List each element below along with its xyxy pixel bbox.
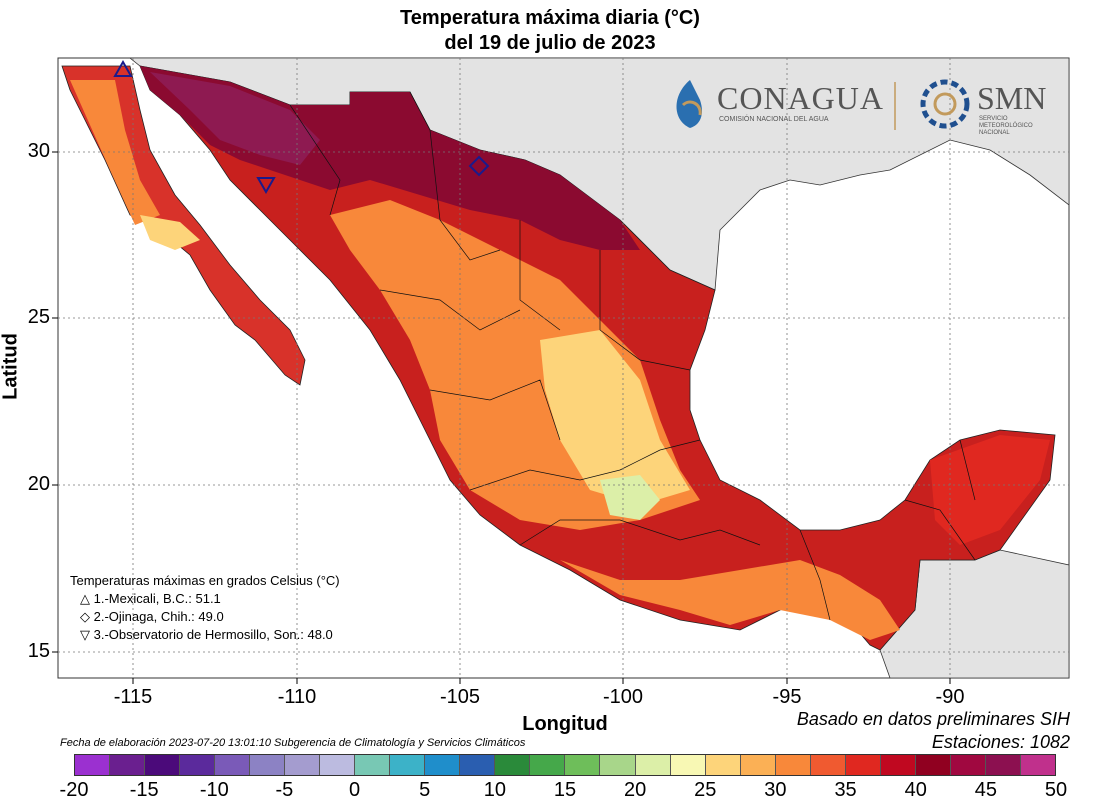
colorbar-segment [670, 755, 706, 775]
colorbar-segment [880, 755, 916, 775]
diamond-icon: ◇ [80, 609, 90, 624]
y-tick-label: 30 [27, 140, 50, 162]
colorbar-tick-label: -15 [129, 779, 159, 801]
colorbar-tick-label: -10 [199, 779, 229, 801]
legend-item: ▽ 3.-Observatorio de Hermosillo, Son.: 4… [70, 626, 340, 644]
colorbar-tick-label: 15 [553, 779, 577, 801]
colorbar-segment [740, 755, 776, 775]
marker-ojinaga-icon [468, 155, 490, 177]
creation-date-note: Fecha de elaboración 2023-07-20 13:01:10… [60, 737, 526, 749]
colorbar-tick-label: 30 [764, 779, 787, 801]
x-tick-label: -95 [772, 686, 802, 708]
smn-logo-icon [920, 79, 970, 129]
x-tick-label: -90 [935, 686, 965, 708]
colorbar-segment [285, 755, 321, 775]
map-legend: Temperaturas máximas en grados Celsius (… [70, 572, 340, 644]
colorbar-segment [845, 755, 881, 775]
axis-ticks [52, 151, 951, 684]
colorbar-segment [355, 755, 391, 775]
yucatan-hot-zone [930, 435, 1050, 545]
colorbar-tick-label: 40 [904, 779, 927, 801]
colorbar-segment [565, 755, 601, 775]
valley-mexico-green [600, 475, 660, 520]
smn-logo-text: SMN [977, 80, 1047, 116]
colorbar-tick-label: 5 [419, 779, 431, 801]
colorbar-segment [530, 755, 566, 775]
sonora-purple-zone [150, 72, 320, 165]
y-tick-label: 20 [27, 473, 50, 495]
legend-item-text: 2.-Ojinaga, Chih.: 49.0 [93, 609, 224, 624]
x-tick-label: -105 [439, 686, 481, 708]
x-tick-label: -100 [602, 686, 644, 708]
map-title: Temperatura máxima diaria (°C) [400, 7, 700, 29]
colorbar-segment [180, 755, 216, 775]
colorbar-segment [215, 755, 251, 775]
legend-item-text: 3.-Observatorio de Hermosillo, Son.: 48.… [93, 627, 333, 642]
colorbar-segment [425, 755, 461, 775]
colorbar-segment [915, 755, 951, 775]
map-date: del 19 de julio de 2023 [444, 32, 656, 54]
colorbar-tick-label: 0 [349, 779, 361, 801]
colorbar-segment [460, 755, 496, 775]
colorbar-tick-label: 35 [834, 779, 857, 801]
colorbar-segment [110, 755, 146, 775]
colorbar [74, 754, 1056, 776]
station-count: Estaciones: 1082 [931, 732, 1070, 752]
legend-item-text: 1.-Mexicali, B.C.: 51.1 [93, 591, 221, 606]
colorbar-tick-label: 45 [974, 779, 997, 801]
colorbar-segment [810, 755, 846, 775]
colorbar-segment [1020, 755, 1055, 775]
conagua-logo-subtext: COMISIÓN NACIONAL DEL AGUA [719, 116, 829, 123]
legend-item: △ 1.-Mexicali, B.C.: 51.1 [70, 590, 340, 608]
colorbar-tick-label: -20 [59, 779, 89, 801]
conagua-logo-text: CONAGUA [717, 80, 884, 116]
colorbar-segment [950, 755, 986, 775]
colorbar-segment [390, 755, 426, 775]
baja-warm-tip [140, 215, 200, 250]
graticule [58, 58, 1069, 678]
colorbar-tick-label: 50 [1044, 779, 1068, 801]
y-tick-label: 15 [27, 640, 50, 662]
colorbar-segment [250, 755, 286, 775]
colorbar-segment [495, 755, 531, 775]
marker-hermosillo-icon [256, 177, 276, 195]
colorbar-tick-label: 10 [483, 779, 506, 801]
smn-logo-subtext: SERVICIO METEOROLÓGICO NACIONAL [979, 116, 1033, 136]
x-axis-label: Longitud [522, 713, 608, 735]
y-axis-label: Latitud [0, 333, 22, 400]
legend-item: ◇ 2.-Ojinaga, Chih.: 49.0 [70, 608, 340, 626]
colorbar-segment [320, 755, 356, 775]
colorbar-segment [635, 755, 671, 775]
colorbar-tick-label: 25 [694, 779, 717, 801]
triangle-up-icon: △ [80, 591, 90, 606]
state-borders [289, 91, 976, 621]
colorbar-segment [145, 755, 181, 775]
marker-mexicali-icon [113, 59, 133, 77]
southern-orange-zone [560, 560, 900, 640]
colorbar-tick-label: -5 [275, 779, 294, 801]
colorbar-tick-label: 20 [624, 779, 647, 801]
colorbar-segment [775, 755, 811, 775]
x-tick-label: -115 [113, 686, 153, 708]
triangle-down-icon: ▽ [80, 627, 90, 642]
colorbar-segment [985, 755, 1021, 775]
legend-title: Temperaturas máximas en grados Celsius (… [70, 573, 340, 588]
data-source: Basado en datos preliminares SIH [796, 709, 1070, 729]
colorbar-segment [705, 755, 741, 775]
y-tick-label: 25 [27, 306, 50, 328]
baja-hot-area [70, 80, 160, 225]
colorbar-segment [75, 755, 111, 775]
colorbar-segment [600, 755, 636, 775]
conagua-logo-icon [676, 80, 702, 128]
x-tick-label: -110 [277, 686, 317, 708]
central-yellow-zone [540, 330, 690, 505]
